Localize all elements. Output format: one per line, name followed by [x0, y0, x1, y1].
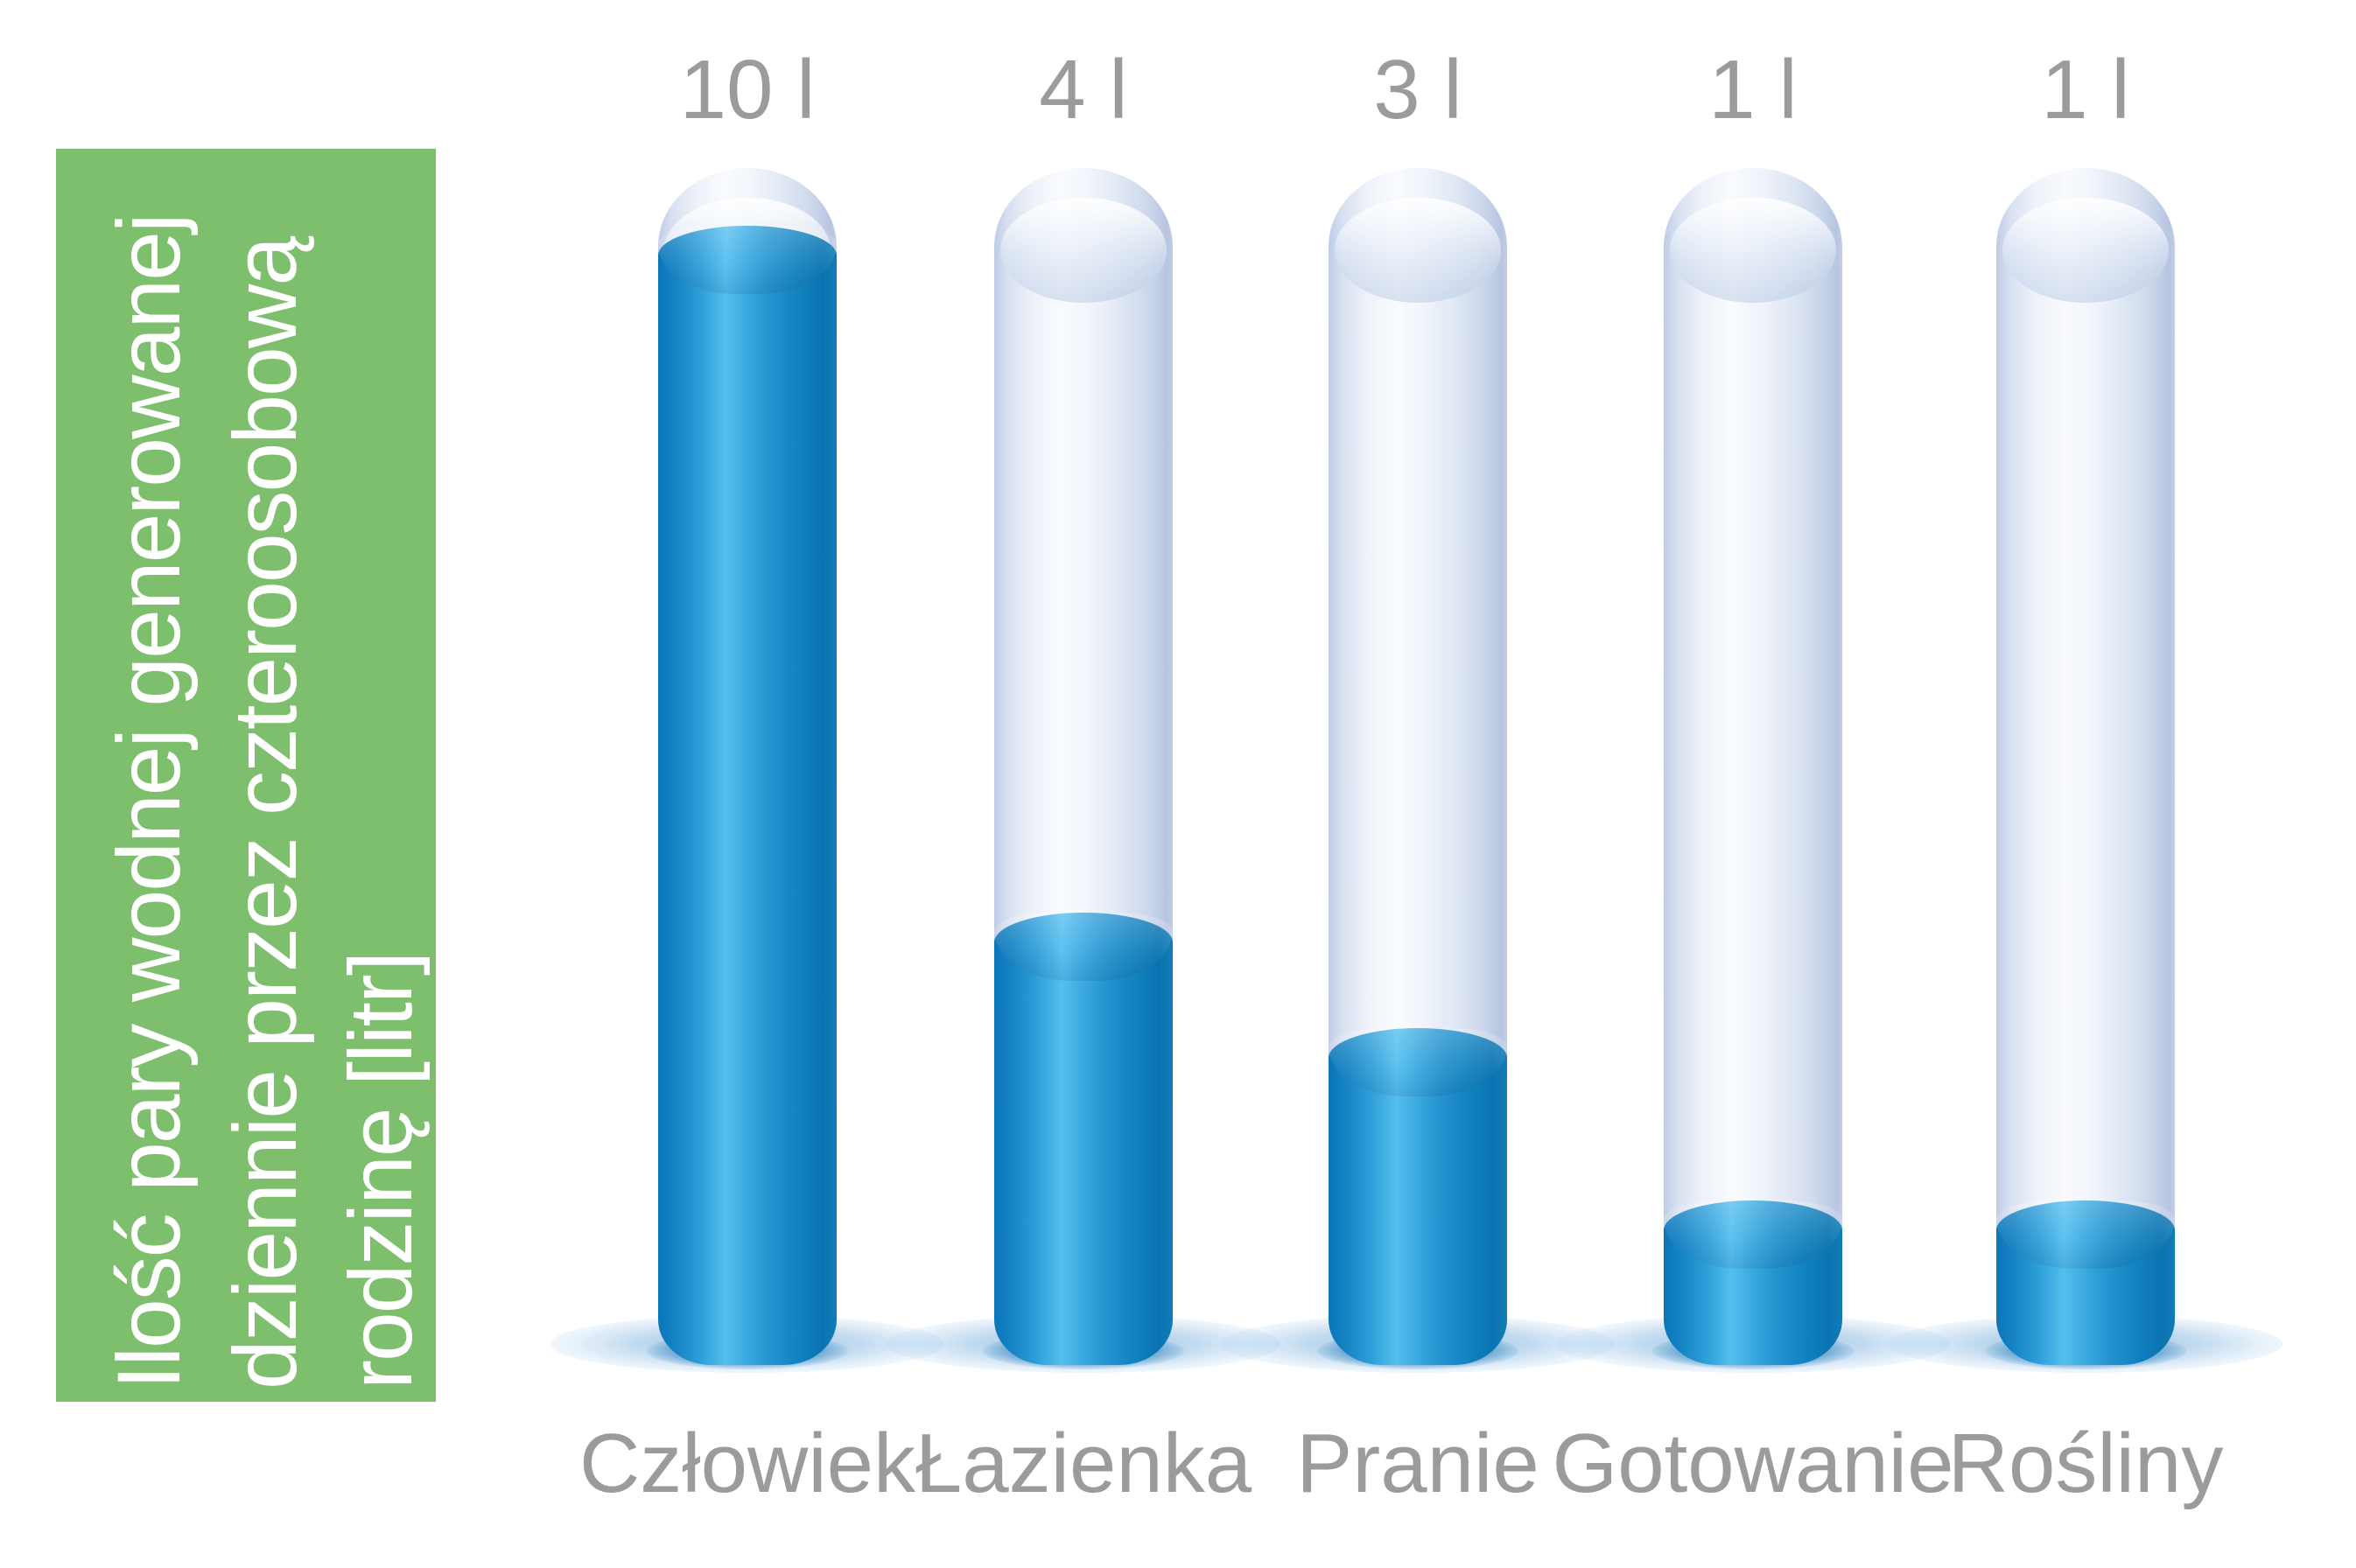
- y-axis-label: Ilość pary wodnej generowanej dziennie p…: [91, 149, 439, 1402]
- value-label: 3 l: [1373, 43, 1462, 136]
- liquid-fill: [1996, 1200, 2175, 1365]
- tube-column-4: 1 l Gotowanie: [1552, 0, 1954, 1568]
- liquid-fill: [1329, 1028, 1507, 1365]
- liquid-fill: [658, 226, 837, 1365]
- tube-glass: [1996, 168, 2175, 1365]
- category-label: Łazienka: [915, 1417, 1252, 1510]
- tube-glass: [658, 168, 837, 1365]
- category-label: Człowiek: [578, 1417, 916, 1510]
- liquid-fill: [994, 913, 1173, 1365]
- category-label: Pranie: [1296, 1417, 1539, 1510]
- tube-column-3: 3 l Pranie: [1217, 0, 1619, 1568]
- value-label: 1 l: [2041, 43, 2130, 136]
- y-axis-label-line-3: rodzinę [litr]: [331, 952, 431, 1390]
- value-label: 4 l: [1039, 43, 1128, 136]
- value-label: 1 l: [1708, 43, 1798, 136]
- tube-glass: [1664, 168, 1842, 1365]
- tube-column-1: 10 l Człowiek: [546, 0, 949, 1568]
- category-label: Gotowanie: [1552, 1417, 1954, 1510]
- tube-column-5: 1 l Rośliny: [1884, 0, 2287, 1568]
- y-axis-label-line-1: Ilość pary wodnej generowanej: [99, 214, 200, 1390]
- y-axis-label-panel: Ilość pary wodnej generowanej dziennie p…: [56, 149, 436, 1402]
- y-axis-label-line-2: dziennie przez czteroosobową: [214, 237, 315, 1390]
- tube-glass: [1329, 168, 1507, 1365]
- tube-column-2: 4 l Łazienka: [882, 0, 1285, 1568]
- category-label: Rośliny: [1947, 1417, 2224, 1510]
- tube-glass: [994, 168, 1173, 1365]
- liquid-fill: [1664, 1200, 1842, 1365]
- value-label: 10 l: [679, 43, 816, 136]
